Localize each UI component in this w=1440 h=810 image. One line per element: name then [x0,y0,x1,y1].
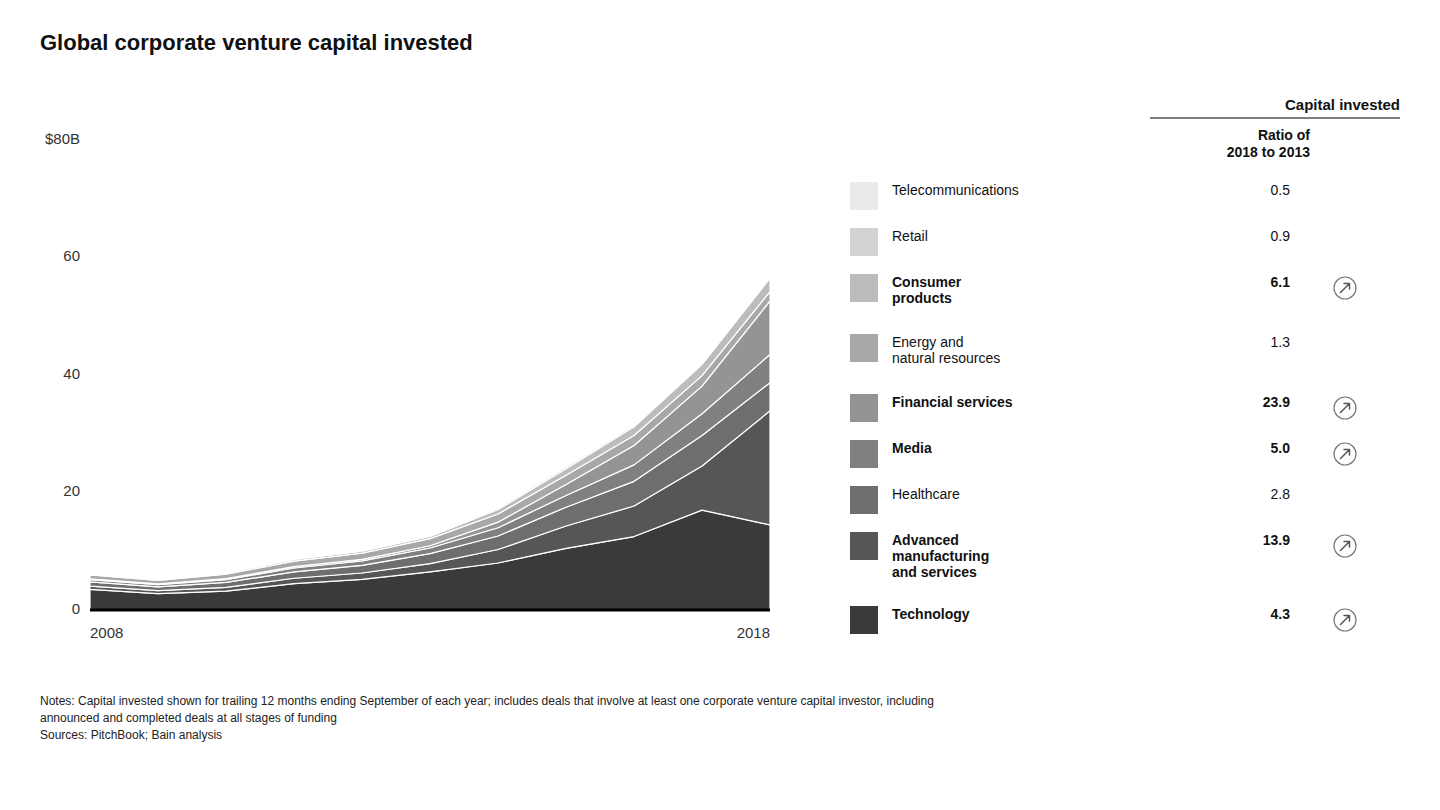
legend-arrow-icon [1334,535,1356,557]
title: Global corporate venture capital investe… [40,30,473,55]
area [90,354,770,586]
legend-label: Technology [892,606,970,622]
legend-swatch [850,274,878,302]
x-tick-label: 2008 [90,624,123,641]
legend-swatch [850,486,878,514]
legend-ratio: 2.8 [1271,486,1291,502]
arrow-circle [1334,277,1356,299]
plot-area [90,276,770,610]
arrow-circle [1334,609,1356,631]
legend-label: Telecommunications [892,182,1019,198]
legend-arrow-icon [1334,609,1356,631]
arrow-circle [1334,535,1356,557]
legend-label: Financial services [892,394,1013,410]
legend-arrow-icon [1334,277,1356,299]
legend-swatch [850,394,878,422]
y-tick-label: 40 [63,365,80,382]
arrow-glyph [1341,284,1350,293]
area [90,277,770,580]
legend-ratio: 5.0 [1271,440,1291,456]
arrow-glyph [1341,542,1350,551]
legend-ratio: 4.3 [1271,606,1291,622]
y-tick-label: 60 [63,247,80,264]
area [90,292,770,584]
legend-label: Media [892,440,932,456]
legend-ratio: 13.9 [1263,532,1290,548]
legend-ratio: 0.9 [1271,228,1291,244]
legend-swatch [850,228,878,256]
legend-ratio: 1.3 [1271,334,1291,350]
legend-label: Consumerproducts [892,274,962,306]
legend-swatch [850,440,878,468]
legend-swatch [850,334,878,362]
arrow-glyph [1341,404,1350,413]
legend-label: Retail [892,228,928,244]
legend-ratio: 23.9 [1263,394,1290,410]
y-tick-label: 20 [63,482,80,499]
chart: Global corporate venture capital investe… [0,0,1440,810]
legend-arrow-icon [1334,397,1356,419]
legend-swatch [850,606,878,634]
legend-title: Capital invested [1285,96,1400,113]
notes: Notes: Capital invested shown for traili… [40,694,934,742]
x-tick-label: 2018 [737,624,770,641]
background [0,0,1440,810]
arrow-glyph [1341,616,1350,625]
legend-swatch [850,532,878,560]
x-axis-line [90,609,770,612]
legend-ratio: 6.1 [1271,274,1291,290]
area [90,276,770,578]
legend-arrow-icon [1334,443,1356,465]
arrow-glyph [1341,450,1350,459]
y-tick-label: 0 [72,600,80,617]
legend-label: Healthcare [892,486,960,502]
legend-column-header: Ratio of2018 to 2013 [1227,127,1311,160]
legend-label: Energy andnatural resources [892,334,1000,366]
arrow-circle [1334,443,1356,465]
arrow-circle [1334,397,1356,419]
y-tick-label: $80B [45,130,80,147]
legend-swatch [850,182,878,210]
legend-ratio: 0.5 [1271,182,1291,198]
legend-label: Advancedmanufacturingand services [892,532,989,580]
legend-title-underline [1150,117,1400,118]
